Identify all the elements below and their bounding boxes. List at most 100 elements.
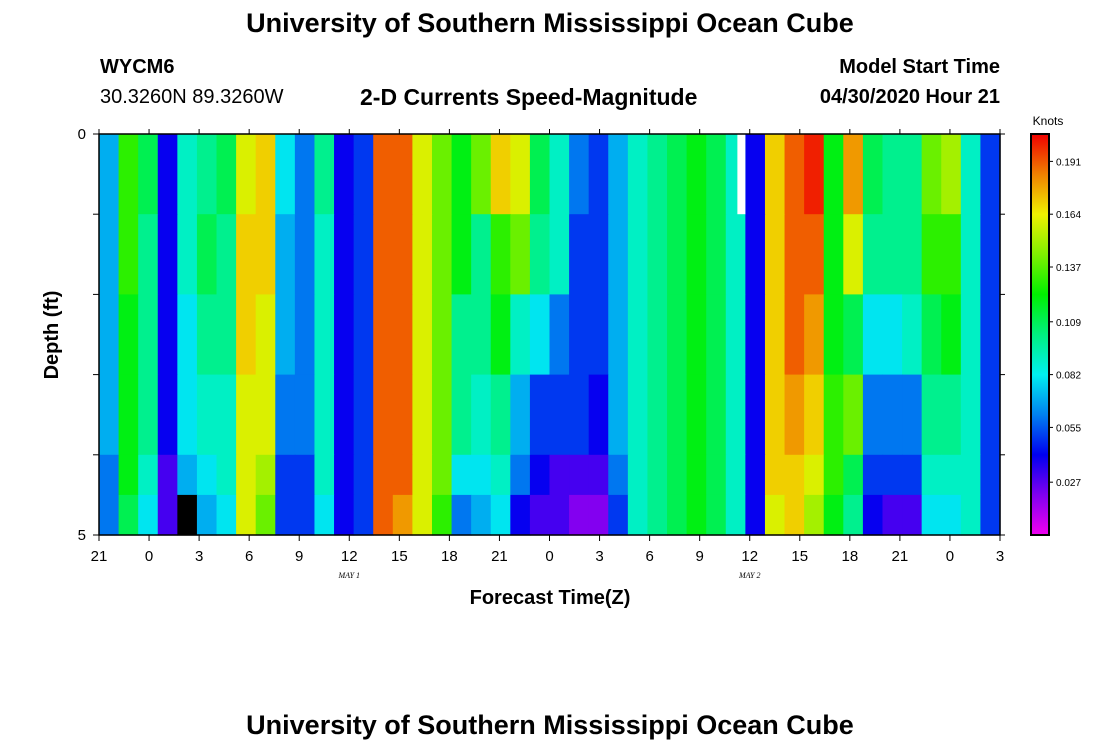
blank-cell xyxy=(737,134,746,215)
heatmap-cell xyxy=(627,214,649,295)
heatmap-cell xyxy=(686,454,707,496)
heatmap-cell xyxy=(255,134,276,215)
x-tick-label: 0 xyxy=(946,548,954,565)
heatmap-cell xyxy=(138,134,159,215)
heatmap-cell xyxy=(490,374,511,456)
heatmap-cell xyxy=(275,294,296,376)
heatmap-cell xyxy=(294,494,316,536)
heatmap-cell xyxy=(941,454,962,496)
heatmap-cell xyxy=(529,134,551,215)
heatmap-cell xyxy=(960,294,982,376)
heatmap-cell xyxy=(99,454,120,496)
heatmap-cell xyxy=(471,134,492,215)
heatmap-cell xyxy=(353,494,374,536)
heatmap-cell xyxy=(216,494,237,536)
heatmap-cell xyxy=(764,134,786,215)
x-tick-label: 18 xyxy=(841,548,858,565)
heatmap-cell xyxy=(275,374,296,456)
heatmap-cell xyxy=(216,214,237,295)
heatmap-cell xyxy=(412,374,433,456)
x-tick-label: 21 xyxy=(91,548,108,565)
heatmap-cell xyxy=(921,374,942,456)
heatmap-cell xyxy=(510,374,531,456)
heatmap-cell xyxy=(392,454,413,496)
heatmap-cell xyxy=(294,294,316,376)
heatmap-cell xyxy=(862,134,884,215)
heatmap-cell xyxy=(823,294,844,376)
heatmap-cell xyxy=(236,494,257,536)
y-tick-label: 5 xyxy=(78,527,86,544)
heatmap-cell xyxy=(882,294,903,376)
heatmap-cell xyxy=(196,454,218,496)
heatmap-cell xyxy=(255,214,276,295)
heatmap-cell xyxy=(157,214,178,295)
heatmap-cell xyxy=(804,134,825,215)
heatmap-cell xyxy=(882,374,903,456)
heatmap-cell xyxy=(99,374,120,456)
heatmap-cell xyxy=(980,494,1001,536)
heatmap-cell xyxy=(745,294,766,376)
heatmap-cell xyxy=(275,454,296,496)
heatmap-cell xyxy=(549,374,570,456)
heatmap-cell xyxy=(608,134,629,215)
heatmap-cell xyxy=(118,374,139,456)
heatmap-cell xyxy=(451,454,472,496)
heatmap-cell xyxy=(706,454,727,496)
heatmap-cell xyxy=(764,214,786,295)
heatmap-cell xyxy=(510,214,531,295)
heatmap-cell xyxy=(686,294,707,376)
heatmap-cell xyxy=(588,214,609,295)
heatmap-cell xyxy=(804,454,825,496)
heatmap-cell xyxy=(314,374,335,456)
x-tick-label: 12 xyxy=(341,548,358,565)
heatmap-cell xyxy=(823,214,844,295)
heatmap-cell xyxy=(334,374,355,456)
heatmap-cell xyxy=(862,374,884,456)
heatmap-cell xyxy=(784,134,805,215)
heatmap-cell xyxy=(451,214,472,295)
heatmap-cell xyxy=(490,134,511,215)
heatmap-cell xyxy=(196,134,218,215)
heatmap-cell xyxy=(588,374,609,456)
heatmap-cell xyxy=(275,134,296,215)
heatmap-cell xyxy=(608,374,629,456)
heatmap-cell xyxy=(294,214,316,295)
heatmap-cell xyxy=(784,454,805,496)
heatmap-cell xyxy=(647,374,668,456)
heatmap-cell xyxy=(412,214,433,295)
heatmap-cell xyxy=(334,494,355,536)
heatmap-cell xyxy=(451,374,472,456)
heatmap-cell xyxy=(353,374,374,456)
heatmap-cell xyxy=(980,134,1001,215)
heatmap-cell xyxy=(451,294,472,376)
heatmap-cell xyxy=(118,214,139,295)
x-axis: 21 0 3 6 9 12 15 18 21 0 3 6 9 12 15 18 21 0 3 MAY 1 MAY 2 xyxy=(91,129,1004,580)
heatmap-cell xyxy=(177,454,198,496)
heatmap-cell xyxy=(706,494,727,536)
heatmap-cell xyxy=(843,294,864,376)
heatmap-cell xyxy=(745,494,766,536)
heatmap-cell xyxy=(275,214,296,295)
heatmap-cell xyxy=(667,454,688,496)
heatmap-cell xyxy=(784,214,805,295)
date-label: MAY 2 xyxy=(738,571,761,580)
y-tick-label: 0 xyxy=(78,126,86,143)
heatmap-cell xyxy=(431,214,453,295)
heatmap-cell xyxy=(804,294,825,376)
heatmap-cell xyxy=(392,374,413,456)
x-tick-label: 21 xyxy=(892,548,909,565)
heatmap-cell xyxy=(157,494,178,536)
heatmap-cell xyxy=(294,134,316,215)
heatmap-cell xyxy=(902,494,923,536)
heatmap-cell xyxy=(314,294,335,376)
heatmap-cells xyxy=(99,134,1001,536)
heatmap-cell xyxy=(529,214,551,295)
heatmap-cell xyxy=(99,134,120,215)
heatmap-cell xyxy=(392,294,413,376)
heatmap-cell xyxy=(784,294,805,376)
x-tick-label: 3 xyxy=(996,548,1004,565)
heatmap-cell xyxy=(980,294,1001,376)
heatmap-cell xyxy=(177,294,198,376)
heatmap-cell xyxy=(941,214,962,295)
